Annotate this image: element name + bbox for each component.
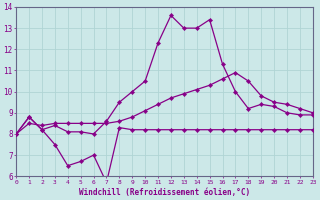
X-axis label: Windchill (Refroidissement éolien,°C): Windchill (Refroidissement éolien,°C) bbox=[79, 188, 250, 197]
